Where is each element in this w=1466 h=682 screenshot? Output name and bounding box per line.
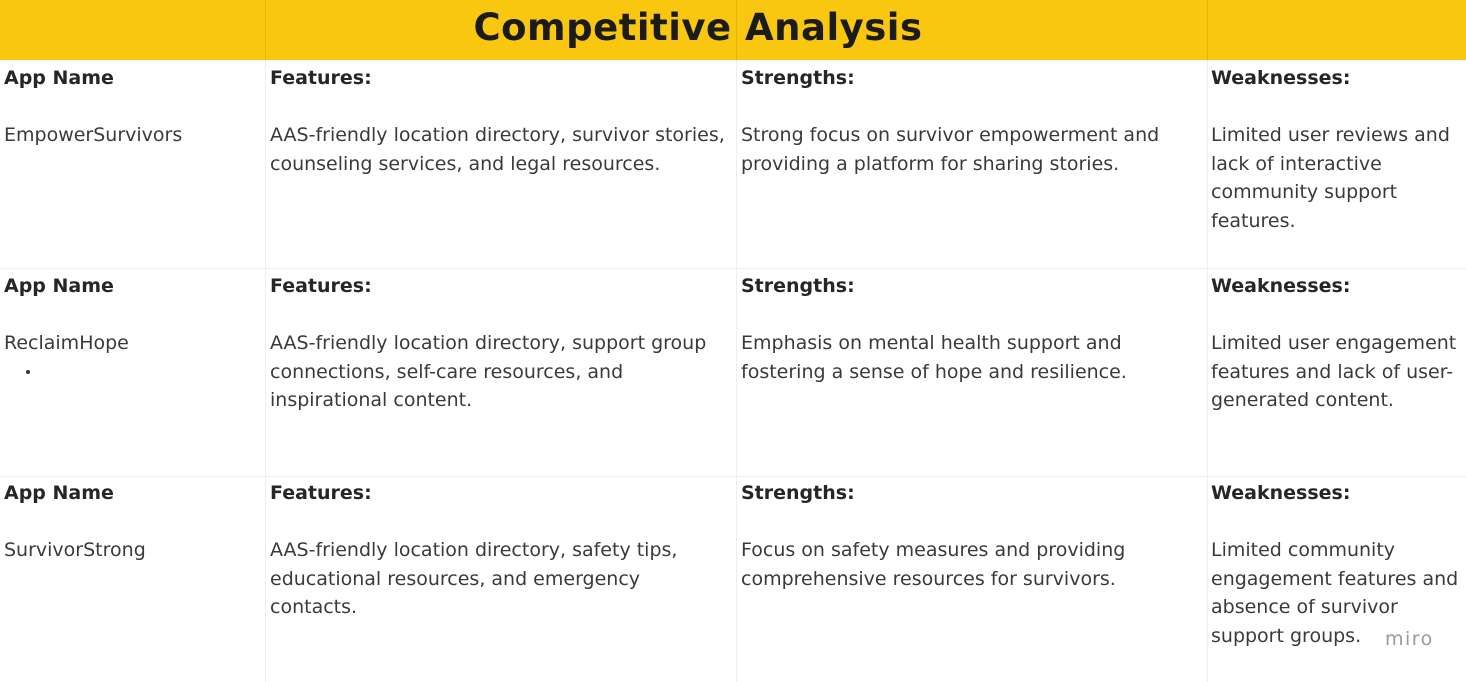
header-banner: Competitive Analysis [0, 0, 1466, 60]
column-divider [265, 60, 266, 682]
strengths-value: Emphasis on mental health support and fo… [741, 332, 1127, 383]
features-label: Features: [270, 275, 372, 297]
cell-app-name[interactable]: App Name EmpowerSurvivors [4, 64, 254, 150]
app-name-label: App Name [4, 67, 114, 89]
app-name-label: App Name [4, 275, 114, 297]
weaknesses-value: Limited user reviews and lack of interac… [1211, 124, 1450, 232]
app-name-value: SurvivorStrong [4, 539, 146, 561]
weaknesses-label: Weaknesses: [1211, 275, 1351, 297]
cell-strengths[interactable]: Strengths: Strong focus on survivor empo… [741, 64, 1201, 178]
strengths-label: Strengths: [741, 67, 855, 89]
header-divider [736, 0, 737, 60]
row-divider [0, 268, 1466, 269]
strengths-value: Strong focus on survivor empowerment and… [741, 124, 1160, 175]
header-divider [1207, 0, 1208, 60]
page-title: Competitive Analysis [473, 6, 923, 49]
cell-app-name[interactable]: App Name ReclaimHope [4, 272, 254, 358]
app-name-label: App Name [4, 482, 114, 504]
weaknesses-value: Limited user engagement features and lac… [1211, 332, 1457, 411]
cell-features[interactable]: Features: AAS-friendly location director… [270, 64, 732, 178]
header-divider [265, 0, 266, 60]
app-name-value: ReclaimHope [4, 332, 129, 354]
features-label: Features: [270, 67, 372, 89]
row-divider [0, 476, 1466, 477]
cell-features[interactable]: Features: AAS-friendly location director… [270, 272, 732, 415]
features-value: AAS-friendly location directory, support… [270, 332, 707, 411]
strengths-label: Strengths: [741, 482, 855, 504]
bullet-point [26, 370, 30, 374]
cell-features[interactable]: Features: AAS-friendly location director… [270, 479, 732, 622]
weaknesses-label: Weaknesses: [1211, 482, 1351, 504]
strengths-label: Strengths: [741, 275, 855, 297]
cell-strengths[interactable]: Strengths: Emphasis on mental health sup… [741, 272, 1201, 386]
cell-app-name[interactable]: App Name SurvivorStrong [4, 479, 254, 565]
cell-weaknesses[interactable]: Weaknesses: Limited user reviews and lac… [1211, 64, 1463, 235]
strengths-value: Focus on safety measures and providing c… [741, 539, 1126, 590]
features-label: Features: [270, 482, 372, 504]
column-divider [1207, 60, 1208, 682]
app-name-value: EmpowerSurvivors [4, 124, 183, 146]
cell-strengths[interactable]: Strengths: Focus on safety measures and … [741, 479, 1201, 593]
column-divider [736, 60, 737, 682]
weaknesses-label: Weaknesses: [1211, 67, 1351, 89]
cell-weaknesses[interactable]: Weaknesses: Limited user engagement feat… [1211, 272, 1463, 415]
weaknesses-value: Limited community engagement features an… [1211, 539, 1459, 647]
miro-watermark: miro [1385, 628, 1434, 650]
features-value: AAS-friendly location directory, safety … [270, 539, 678, 618]
cell-weaknesses[interactable]: Weaknesses: Limited community engagement… [1211, 479, 1463, 650]
features-value: AAS-friendly location directory, survivo… [270, 124, 725, 175]
